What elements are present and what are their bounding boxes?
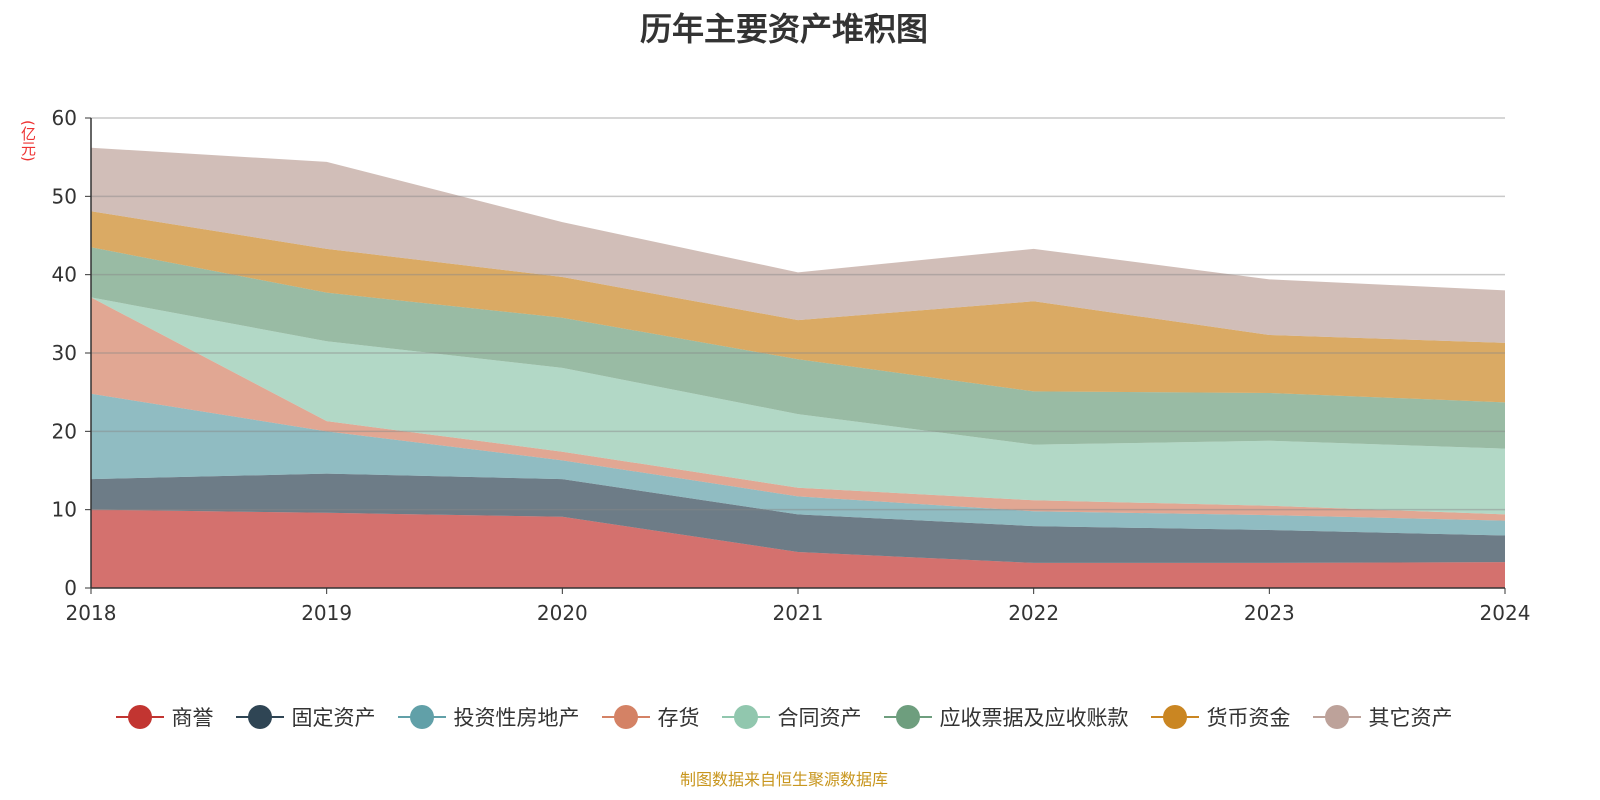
x-tick-label: 2020	[537, 601, 588, 625]
y-tick-label: 0	[64, 576, 77, 600]
legend-symbol-icon	[883, 705, 932, 729]
legend-item[interactable]: 应收票据及应收账款	[883, 702, 1129, 732]
area-series-0	[91, 509, 1505, 588]
legend-item[interactable]: 存货	[601, 702, 700, 732]
y-tick-label: 50	[52, 184, 77, 208]
area-series-4	[91, 297, 1505, 515]
legend-label: 货币资金	[1206, 706, 1291, 730]
legend-symbol-icon	[235, 705, 284, 729]
legend-label: 合同资产	[777, 706, 862, 730]
legend-symbol-icon	[1150, 705, 1199, 729]
area-series-2	[91, 393, 1505, 536]
y-tick-label: 30	[52, 341, 77, 365]
y-tick-label: 40	[52, 263, 77, 287]
y-tick-label: 10	[52, 498, 77, 522]
area-series-5	[91, 247, 1505, 449]
y-tick-label: 60	[52, 106, 77, 130]
legend-label: 其它资产	[1368, 706, 1453, 730]
data-source: 制图数据来自恒生聚源数据库	[679, 770, 888, 789]
legend: 商誉 固定资产 投资性房地产 存货 合同资产 应收票据及应收账款 货币资金 其它资产	[0, 702, 1568, 732]
legend-item[interactable]: 其它资产	[1312, 702, 1453, 732]
plot-area: 0 10 20 30 40 50 60 2018 2019 2020 2021 2022 2023 202…	[52, 106, 1531, 625]
x-tick-label: 2021	[773, 601, 824, 625]
x-tick-label: 2019	[301, 601, 352, 625]
legend-symbol-icon	[601, 705, 650, 729]
x-tick-label: 2024	[1480, 601, 1531, 625]
legend-label: 应收票据及应收账款	[939, 706, 1129, 730]
area-series-1	[91, 473, 1505, 563]
x-tick-label: 2018	[66, 601, 117, 625]
legend-symbol-icon	[1312, 705, 1361, 729]
legend-item[interactable]: 商誉	[115, 702, 214, 732]
legend-symbol-icon	[721, 705, 770, 729]
x-tick-label: 2022	[1008, 601, 1059, 625]
legend-item[interactable]: 固定资产	[235, 702, 376, 732]
legend-item[interactable]: 投资性房地产	[397, 702, 580, 732]
legend-symbol-icon	[397, 705, 446, 729]
legend-item[interactable]: 合同资产	[721, 702, 862, 732]
legend-item[interactable]: 货币资金	[1150, 702, 1291, 732]
chart-title: 历年主要资产堆积图	[639, 10, 928, 48]
y-axis-unit: (亿元)	[19, 120, 37, 162]
legend-label: 商誉	[171, 706, 214, 730]
area-series-6	[91, 211, 1505, 403]
legend-symbol-icon	[115, 705, 164, 729]
legend-label: 固定资产	[291, 706, 376, 730]
x-tick-label: 2023	[1244, 601, 1295, 625]
y-tick-label: 20	[52, 419, 77, 443]
area-series-7	[91, 147, 1505, 343]
legend-label: 投资性房地产	[453, 706, 580, 730]
legend-label: 存货	[657, 706, 700, 730]
